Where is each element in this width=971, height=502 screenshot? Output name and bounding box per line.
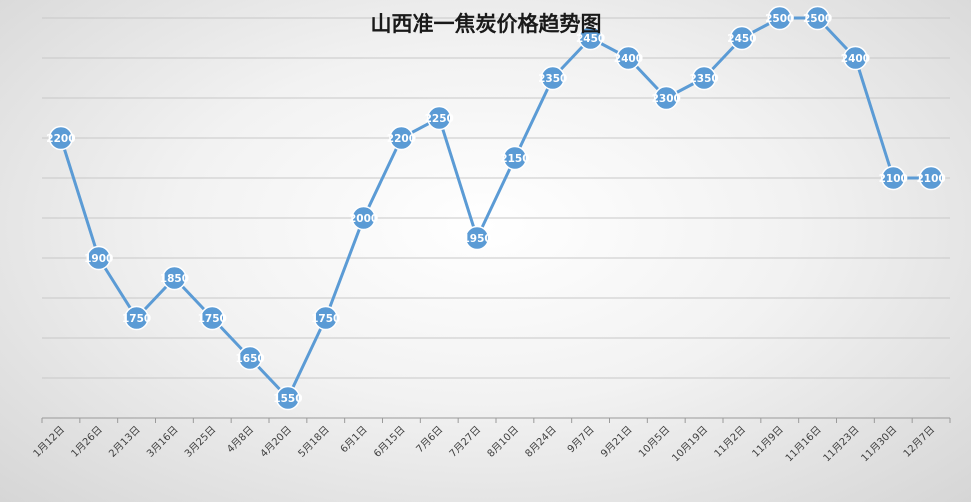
x-tick-label: 3月16日 bbox=[144, 424, 180, 460]
x-tick-label: 9月7日 bbox=[565, 424, 597, 456]
data-point bbox=[729, 25, 755, 51]
data-point bbox=[843, 45, 868, 71]
data-point bbox=[275, 385, 301, 411]
data-label: 1750 bbox=[198, 313, 227, 325]
x-tick-label: 10月19日 bbox=[670, 424, 711, 465]
x-tick-label: 12月7日 bbox=[901, 424, 937, 460]
data-point bbox=[918, 165, 944, 191]
x-tick-label: 4月20日 bbox=[258, 424, 294, 460]
data-label: 2400 bbox=[841, 53, 870, 65]
x-tick-label: 4月8日 bbox=[225, 424, 257, 456]
data-point bbox=[654, 85, 679, 111]
data-point bbox=[805, 5, 830, 31]
data-label: 1750 bbox=[311, 313, 340, 325]
data-point bbox=[86, 245, 111, 271]
x-tick-label: 11月2日 bbox=[712, 424, 748, 460]
x-tick-label: 8月10日 bbox=[485, 424, 521, 460]
x-tick-label: 11月16日 bbox=[783, 424, 824, 465]
data-label: 2350 bbox=[538, 73, 567, 85]
data-label: 1550 bbox=[273, 393, 302, 405]
x-tick-label: 6月15日 bbox=[371, 424, 407, 460]
x-tick-label: 7月6日 bbox=[414, 424, 446, 456]
data-point bbox=[691, 65, 717, 91]
data-label: 2000 bbox=[349, 213, 378, 225]
data-points: 2200 1900 1750 1850 1750 1650 1550 1750 2000 2200… bbox=[46, 5, 946, 411]
x-tick-label: 5月18日 bbox=[296, 424, 332, 460]
data-label: 2450 bbox=[576, 33, 605, 45]
data-label: 2150 bbox=[500, 153, 529, 165]
data-label: 2500 bbox=[765, 13, 794, 25]
data-label: 2100 bbox=[879, 173, 908, 185]
data-label: 1850 bbox=[160, 273, 189, 285]
data-point bbox=[162, 265, 187, 291]
data-point bbox=[313, 305, 338, 331]
series-line bbox=[59, 16, 932, 400]
x-tick-label: 1月12日 bbox=[31, 424, 67, 460]
x-tick-label: 8月24日 bbox=[523, 424, 559, 460]
x-tick-label: 1月26日 bbox=[69, 424, 105, 460]
x-tick-label: 6月1日 bbox=[338, 424, 370, 456]
chart-title: 山西准一焦炭价格趋势图 bbox=[371, 12, 602, 36]
data-point bbox=[502, 145, 528, 171]
data-label: 2200 bbox=[46, 133, 75, 145]
x-tick-label: 11月23日 bbox=[821, 424, 862, 465]
data-point bbox=[464, 225, 490, 251]
x-tick-label: 11月30日 bbox=[859, 424, 900, 465]
data-point bbox=[200, 305, 225, 331]
data-point bbox=[427, 105, 452, 131]
data-label: 2400 bbox=[614, 53, 643, 65]
data-label: 2200 bbox=[387, 133, 416, 145]
data-label: 2450 bbox=[727, 33, 756, 45]
x-tick-label: 10月5日 bbox=[636, 424, 672, 460]
data-label: 1650 bbox=[235, 353, 264, 365]
data-label: 2250 bbox=[425, 113, 454, 125]
data-label: 1900 bbox=[84, 253, 113, 265]
data-label: 1750 bbox=[122, 313, 151, 325]
data-point bbox=[578, 25, 603, 51]
data-label: 2350 bbox=[689, 73, 718, 85]
x-axis-tick-labels: 1月12日 1月26日 2月13日 3月16日 3月25日 4月8日 4月20日 5月18日 6… bbox=[31, 424, 937, 465]
data-point bbox=[540, 65, 565, 91]
data-label: 2500 bbox=[803, 13, 832, 25]
x-axis-ticks bbox=[41, 418, 951, 423]
data-label: 2300 bbox=[652, 93, 681, 105]
data-point bbox=[389, 125, 414, 151]
x-tick-label: 11月9日 bbox=[750, 424, 786, 460]
x-tick-label: 3月25日 bbox=[182, 424, 218, 460]
data-point bbox=[616, 45, 641, 71]
data-label: 1950 bbox=[462, 233, 491, 245]
data-point bbox=[237, 345, 263, 371]
data-point bbox=[124, 305, 149, 331]
x-tick-label: 7月27日 bbox=[447, 424, 483, 460]
data-point bbox=[351, 205, 376, 231]
x-tick-label: 2月13日 bbox=[107, 424, 143, 460]
data-point bbox=[767, 5, 792, 31]
data-point bbox=[881, 165, 906, 191]
x-tick-label: 9月21日 bbox=[598, 424, 634, 460]
data-point bbox=[48, 125, 74, 151]
data-label: 2100 bbox=[916, 173, 945, 185]
